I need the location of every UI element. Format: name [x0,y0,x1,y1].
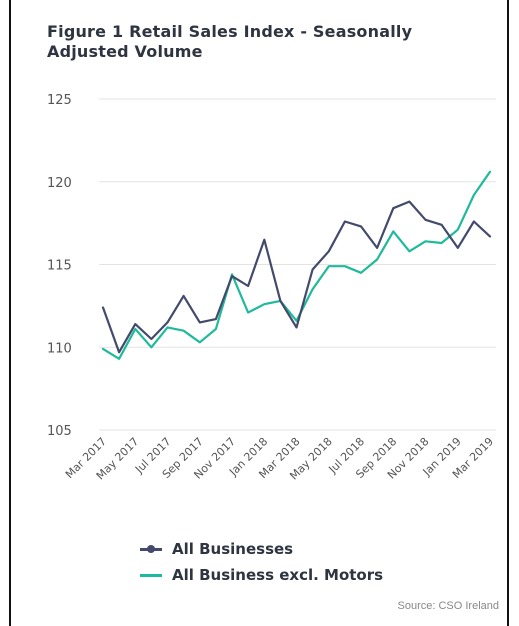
legend-item-excl-motors[interactable]: All Business excl. Motors [140,562,383,588]
chart-frame [9,0,509,626]
legend-swatch-excl-motors [140,569,162,581]
series-line-all-businesses [101,200,492,354]
source-note: Source: CSO Ireland [397,600,500,612]
y-tick-label: 105 [47,424,72,439]
legend-label: All Businesses [172,540,294,558]
series-line-excl-motors [101,170,492,360]
y-tick-label: 110 [47,341,72,356]
y-tick-label: 115 [47,259,72,274]
legend-swatch-all-businesses [140,543,162,555]
chart-title: Figure 1 Retail Sales Index - Seasonally… [47,22,413,61]
legend-label: All Business excl. Motors [172,566,384,584]
y-tick-label: 125 [47,93,72,108]
legend: All Businesses All Business excl. Motors [140,536,383,588]
legend-item-all-businesses[interactable]: All Businesses [140,536,383,562]
y-tick-label: 120 [47,176,72,191]
